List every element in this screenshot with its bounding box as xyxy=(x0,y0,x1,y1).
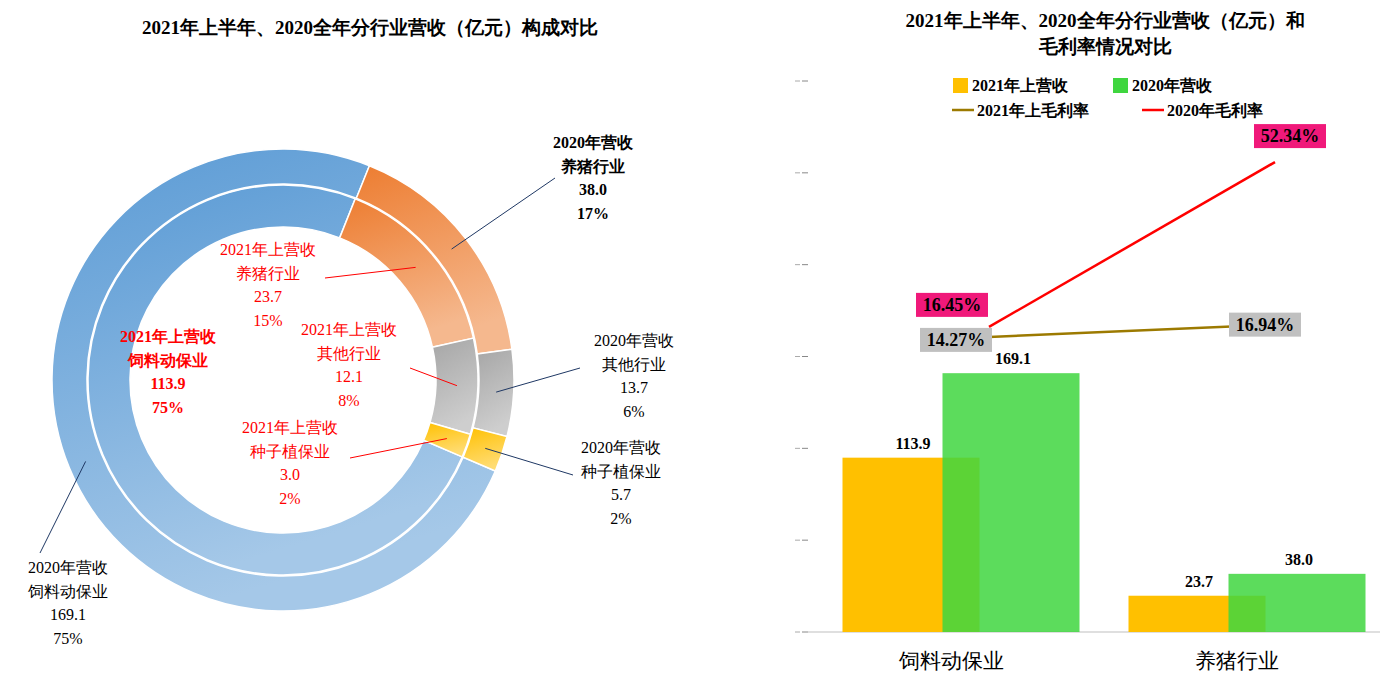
data-label: 养猪行业 xyxy=(560,157,625,175)
chart-canvas: 2021年上半年、2020全年分行业营收（亿元）构成对比2020年营收饲料动保业… xyxy=(0,0,1396,698)
legend-label: 2020年营收 xyxy=(1132,77,1213,94)
bar xyxy=(1229,574,1366,632)
data-label: 6% xyxy=(623,403,644,420)
leader-line xyxy=(350,439,447,458)
data-label: 2020年营收 xyxy=(594,332,674,349)
leader-line xyxy=(485,448,573,475)
data-label: 2020年营收 xyxy=(28,559,108,576)
plot-area xyxy=(843,162,1366,632)
leader-line xyxy=(410,368,457,386)
data-label: 其他行业 xyxy=(602,356,666,373)
data-label: 16.45% xyxy=(923,295,982,315)
data-label: 其他行业 xyxy=(317,345,381,362)
chart-title: 2021年上半年、2020全年分行业营收（亿元）构成对比 xyxy=(142,17,598,38)
labels: 113.9 23.7 169.1 38.0 14.27% 16.94% 16.45% 52.3… xyxy=(895,124,1326,590)
donut-slice xyxy=(473,349,514,436)
leader-line xyxy=(452,178,555,249)
leader-line xyxy=(496,368,580,392)
data-label: 2021年上营收 xyxy=(242,419,338,436)
data-label: 饲料动保业 xyxy=(27,583,108,600)
y2-tick xyxy=(795,540,800,541)
data-label: 饲料动保业 xyxy=(127,352,208,369)
data-label: 17% xyxy=(577,205,609,222)
y-tick xyxy=(802,356,808,357)
data-label: 3.0 xyxy=(280,466,300,483)
data-label: 13.7 xyxy=(620,379,648,396)
legend-swatch xyxy=(952,109,974,112)
data-label: 种子植保业 xyxy=(581,463,661,480)
donut-chart: 2021年上半年、2020全年分行业营收（亿元）构成对比2020年营收饲料动保业… xyxy=(27,17,674,647)
y-tick xyxy=(802,81,808,82)
x-tick-label: 养猪行业 xyxy=(1195,649,1279,673)
donut-slice xyxy=(424,422,471,456)
data-label: 养猪行业 xyxy=(236,265,300,282)
data-label: 12.1 xyxy=(335,368,363,385)
data-label: 169.1 xyxy=(995,350,1031,367)
data-label: 8% xyxy=(338,392,359,409)
data-label: 38.0 xyxy=(1285,551,1313,568)
data-label: 2020年营收 xyxy=(553,134,634,151)
x-tick-label: 饲料动保业 xyxy=(898,649,1004,673)
y-tick xyxy=(802,172,808,173)
data-label: 23.7 xyxy=(1185,573,1213,590)
y2-tick xyxy=(795,81,800,82)
donut-slice xyxy=(430,338,478,434)
data-label: 113.9 xyxy=(895,435,930,452)
y2-tick xyxy=(795,632,800,633)
data-label: 23.7 xyxy=(254,288,282,305)
data-label: 2020年营收 xyxy=(581,439,661,456)
legend-swatch xyxy=(953,78,968,93)
data-label: 75% xyxy=(53,630,82,647)
data-label: 52.34% xyxy=(1261,126,1320,146)
data-label: 2021年上营收 xyxy=(120,328,217,345)
y-tick xyxy=(802,540,808,541)
label-box xyxy=(920,328,992,352)
leader-line xyxy=(325,267,416,278)
data-label: 2021年上营收 xyxy=(301,321,397,338)
legend-swatch xyxy=(1113,78,1128,93)
y-tick xyxy=(802,264,808,265)
data-label: 2% xyxy=(610,510,631,527)
y2-tick xyxy=(795,264,800,265)
data-label: 75% xyxy=(152,399,184,416)
label-box xyxy=(916,293,988,317)
data-label: 15% xyxy=(253,312,282,329)
bar xyxy=(943,373,1080,632)
data-label: 14.27% xyxy=(927,330,986,350)
legend-label: 2020年毛利率 xyxy=(1167,101,1263,119)
data-label: 2% xyxy=(279,490,300,507)
data-label: 5.7 xyxy=(611,486,631,503)
data-label: 16.94% xyxy=(1236,315,1295,335)
y-tick xyxy=(802,448,808,449)
legend-swatch xyxy=(1142,109,1164,112)
data-label: 2021年上营收 xyxy=(220,241,316,258)
data-label: 113.9 xyxy=(150,375,185,392)
legend-label: 2021年上毛利率 xyxy=(977,101,1089,119)
label-box xyxy=(1229,313,1301,337)
label-box xyxy=(1254,124,1326,148)
y-tick xyxy=(802,632,808,633)
data-label: 种子植保业 xyxy=(250,443,330,460)
leader-line xyxy=(40,461,86,553)
line xyxy=(989,162,1275,327)
combo-chart: 2021年上半年、2020全年分行业营收（亿元）和毛利率情况对比 113.9 23.… xyxy=(795,10,1380,673)
y2-tick xyxy=(795,448,800,449)
legend: 2021年上营收 2020年营收 2021年上毛利率 2020年毛利率 xyxy=(952,77,1263,119)
chart-title: 毛利率情况对比 xyxy=(1038,36,1172,57)
y2-tick xyxy=(795,356,800,357)
chart-title: 2021年上半年、2020全年分行业营收（亿元）和 xyxy=(906,10,1305,31)
y2-tick xyxy=(795,172,800,173)
data-label: 169.1 xyxy=(50,606,86,623)
legend-label: 2021年上营收 xyxy=(972,77,1069,94)
data-label: 38.0 xyxy=(579,181,607,198)
